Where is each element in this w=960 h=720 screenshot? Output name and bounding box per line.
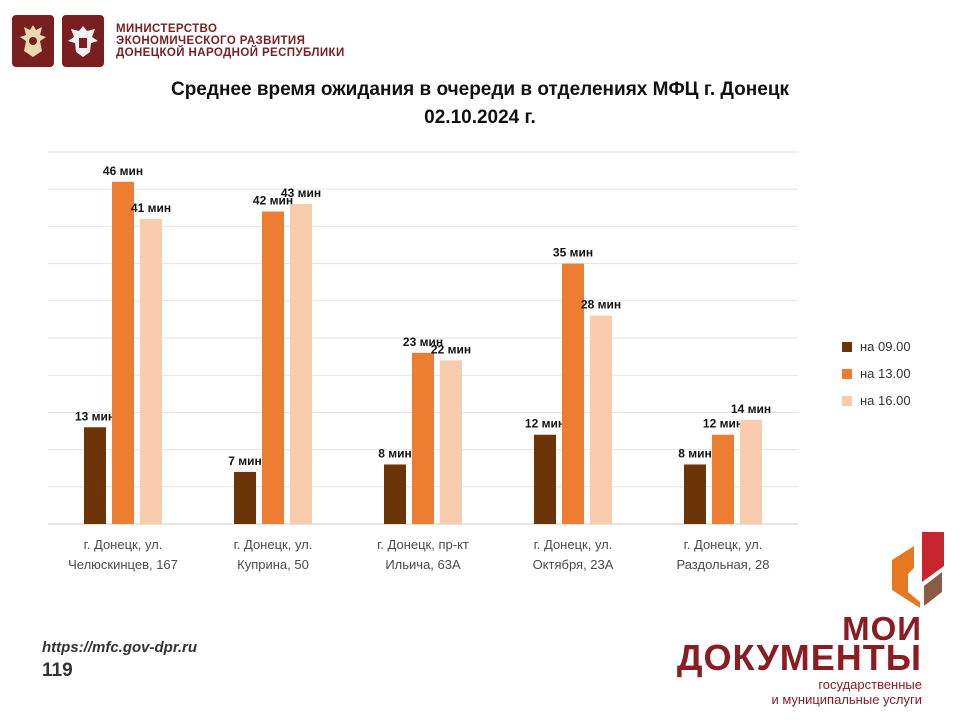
bar (562, 263, 584, 524)
legend-item: на 16.00 (842, 387, 911, 414)
data-label: 46 мин (103, 164, 143, 178)
ministry-line: ДОНЕЦКОЙ НАРОДНОЙ РЕСПУБЛИКИ (116, 47, 345, 59)
logo-subtitle-line: и муниципальные услуги (771, 692, 922, 707)
data-label: 14 мин (731, 402, 771, 416)
bar (712, 434, 734, 524)
page-number: 119 (42, 660, 73, 681)
bar (740, 419, 762, 524)
x-tick-label: г. Донецк, ул. (684, 537, 763, 552)
bar (234, 471, 256, 524)
data-label: 23 мин (403, 335, 443, 349)
ministry-line: МИНИСТЕРСТВО (116, 23, 218, 35)
x-tick-label: Челюскинцев, 167 (68, 557, 178, 572)
x-tick-label: Октября, 23А (533, 557, 614, 572)
data-label: 12 мин (703, 417, 743, 431)
bar (590, 315, 612, 524)
data-label: 41 мин (131, 201, 171, 215)
legend-label: на 16.00 (860, 393, 911, 408)
bar (440, 360, 462, 524)
chart-title: Среднее время ожидания в очереди в отдел… (0, 76, 960, 132)
x-tick-label: Куприна, 50 (237, 557, 309, 572)
ministry-line: ЭКОНОМИЧЕСКОГО РАЗВИТИЯ (116, 35, 306, 47)
data-label: 43 мин (281, 186, 321, 200)
website-link[interactable]: https://mfc.gov-dpr.ru (42, 639, 197, 656)
logo-text-moi: МОИ (842, 610, 922, 647)
data-label: 28 мин (581, 298, 621, 312)
legend-item: на 13.00 (842, 360, 911, 387)
x-tick-label: г. Донецк, ул. (534, 537, 613, 552)
moi-dokumenty-logo-icon (892, 532, 944, 608)
chart-title-line2: 02.10.2024 г. (424, 107, 536, 128)
legend-label: на 09.00 (860, 339, 911, 354)
bar (112, 181, 134, 524)
bar (384, 464, 406, 524)
data-label: 42 мин (253, 194, 293, 208)
bar (84, 427, 106, 524)
logo-text-dokumenty: ДОКУМЕНТЫ (676, 637, 922, 678)
x-tick-label: г. Донецк, ул. (84, 537, 163, 552)
legend-label: на 13.00 (860, 366, 911, 381)
legend: на 09.00 на 13.00 на 16.00 (842, 333, 911, 414)
data-label: 22 мин (431, 342, 471, 356)
bar (534, 434, 556, 524)
bar (684, 464, 706, 524)
bar (262, 211, 284, 524)
legend-swatch (842, 368, 852, 379)
legend-item: на 09.00 (842, 333, 911, 360)
data-label: 35 мин (553, 246, 593, 260)
logo-subtitle-line: государственные (818, 677, 922, 692)
dpr-eagle-icon (62, 15, 104, 67)
legend-swatch (842, 341, 852, 352)
x-tick-label: Раздольная, 28 (676, 557, 769, 572)
logo-subtitle: государственные и муниципальные услуги (771, 677, 922, 707)
ministry-name: МИНИСТЕРСТВО ЭКОНОМИЧЕСКОГО РАЗВИТИЯ ДОН… (116, 23, 345, 59)
x-tick-label: г. Донецк, пр-кт (377, 537, 469, 552)
data-label: 12 мин (525, 417, 565, 431)
data-label: 8 мин (678, 446, 712, 460)
legend-swatch (842, 395, 852, 406)
bar (290, 204, 312, 524)
bar (140, 218, 162, 524)
russian-eagle-icon (12, 15, 54, 67)
bar (412, 352, 434, 524)
chart-title-line1: Среднее время ожидания в очереди в отдел… (170, 79, 790, 100)
header: МИНИСТЕРСТВО ЭКОНОМИЧЕСКОГО РАЗВИТИЯ ДОН… (12, 14, 345, 68)
bar-chart: 13 мин 46 мин 41 мин г. Донецк, ул. Челюскин… (48, 151, 798, 572)
data-label: 8 мин (378, 446, 412, 460)
data-label: 13 мин (75, 409, 115, 423)
x-tick-label: Ильича, 63А (385, 557, 461, 572)
x-tick-label: г. Донецк, ул. (234, 537, 313, 552)
data-label: 7 мин (228, 454, 262, 468)
